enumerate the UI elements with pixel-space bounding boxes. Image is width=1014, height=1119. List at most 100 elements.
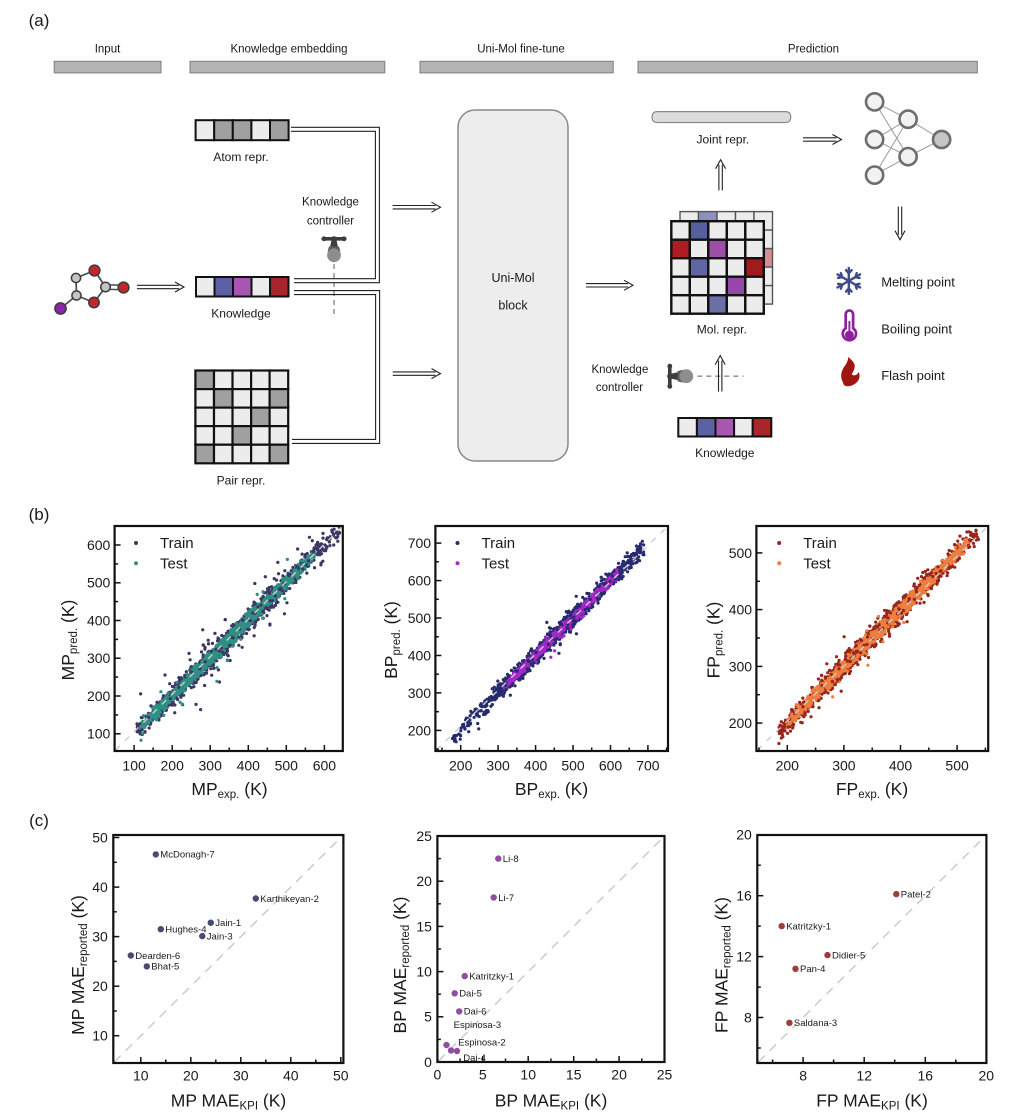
svg-text:16: 16 [736,888,752,904]
svg-text:40: 40 [92,879,108,895]
svg-text:400: 400 [408,647,432,663]
svg-text:20: 20 [611,1067,627,1083]
svg-text:MP MAEKPI (K): MP MAEKPI (K) [171,1091,286,1113]
svg-text:FPpred. (K): FPpred. (K) [704,602,726,679]
svg-text:200: 200 [408,722,432,738]
svg-text:Espinosa-3: Espinosa-3 [454,1020,502,1031]
svg-text:5: 5 [424,1009,432,1025]
svg-text:50: 50 [92,829,108,845]
svg-text:500: 500 [275,758,299,774]
svg-text:200: 200 [87,688,111,704]
svg-text:Li-7: Li-7 [498,893,514,904]
svg-text:25: 25 [657,1067,673,1083]
svg-text:Test: Test [482,556,510,573]
svg-text:10: 10 [92,1028,108,1044]
svg-text:Bhat-5: Bhat-5 [151,962,179,973]
svg-text:BPexp. (K): BPexp. (K) [515,779,588,801]
svg-text:200: 200 [776,758,800,774]
svg-text:Jain-1: Jain-1 [215,918,241,929]
svg-text:400: 400 [524,758,548,774]
svg-text:300: 300 [486,758,510,774]
svg-text:Dearden-6: Dearden-6 [135,951,180,962]
svg-text:Dai-4: Dai-4 [463,1053,486,1064]
svg-text:500: 500 [408,610,432,626]
svg-text:25: 25 [416,828,432,844]
svg-text:Joint repr.: Joint repr. [697,132,750,146]
svg-text:400: 400 [729,602,753,618]
svg-text:40: 40 [283,1068,299,1084]
svg-text:700: 700 [636,758,660,774]
svg-text:500: 500 [729,545,753,561]
svg-text:600: 600 [599,758,623,774]
svg-text:Atom repr.: Atom repr. [213,150,268,164]
svg-text:Dai-5: Dai-5 [459,989,482,1000]
svg-text:Knowledge: Knowledge [302,197,359,209]
svg-text:controller: controller [596,382,643,394]
svg-text:20: 20 [416,873,432,889]
svg-text:12: 12 [736,949,752,965]
svg-text:Pan-4: Pan-4 [800,964,825,975]
svg-text:15: 15 [416,918,432,934]
svg-text:10: 10 [520,1067,536,1083]
svg-text:0: 0 [424,1054,432,1070]
svg-text:600: 600 [408,573,432,589]
svg-text:Karthikeyan-2: Karthikeyan-2 [260,894,319,905]
svg-text:Didier-5: Didier-5 [832,950,865,961]
svg-text:Melting point: Melting point [881,275,955,290]
svg-text:200: 200 [729,715,753,731]
svg-text:10: 10 [133,1068,149,1084]
svg-text:BP MAEKPI (K): BP MAEKPI (K) [495,1091,608,1113]
svg-text:Train: Train [482,535,516,552]
svg-text:200: 200 [161,758,185,774]
svg-text:Knowledge: Knowledge [591,364,648,376]
svg-text:Katritzky-1: Katritzky-1 [469,971,514,982]
svg-text:5: 5 [479,1067,487,1083]
svg-text:Espinosa-2: Espinosa-2 [458,1038,506,1049]
svg-text:Train: Train [803,535,837,552]
svg-text:Test: Test [160,556,188,573]
svg-text:FP MAEKPI (K): FP MAEKPI (K) [816,1091,928,1113]
svg-text:15: 15 [566,1067,582,1083]
svg-text:400: 400 [87,612,111,628]
svg-text:Knowledge embedding: Knowledge embedding [230,44,347,56]
svg-text:Dai-6: Dai-6 [464,1007,487,1018]
svg-text:20: 20 [979,1068,995,1084]
svg-text:200: 200 [449,758,473,774]
svg-text:100: 100 [122,758,146,774]
svg-text:300: 300 [87,650,111,666]
svg-text:0: 0 [434,1067,442,1083]
svg-text:Pair repr.: Pair repr. [217,474,266,488]
svg-text:Saldana-3: Saldana-3 [794,1018,837,1029]
svg-text:400: 400 [237,758,261,774]
svg-text:MPexp. (K): MPexp. (K) [191,779,267,801]
svg-text:Train: Train [160,535,194,552]
svg-text:20: 20 [183,1068,199,1084]
svg-text:FPexp. (K): FPexp. (K) [836,779,908,801]
svg-text:300: 300 [199,758,223,774]
svg-text:Mol. repr.: Mol. repr. [697,323,747,337]
svg-text:20: 20 [736,827,752,843]
svg-text:BP MAEreported (K): BP MAEreported (K) [390,897,412,1034]
svg-text:10: 10 [416,964,432,980]
svg-text:50: 50 [333,1068,349,1084]
svg-text:(a): (a) [29,11,50,30]
svg-text:McDonagh-7: McDonagh-7 [160,850,214,861]
svg-text:600: 600 [87,537,111,553]
svg-text:8: 8 [799,1068,807,1084]
svg-text:300: 300 [729,658,753,674]
svg-text:500: 500 [87,575,111,591]
svg-text:Prediction: Prediction [788,44,839,56]
svg-text:controller: controller [307,215,354,227]
svg-text:Knowledge: Knowledge [211,307,271,321]
svg-text:500: 500 [945,758,969,774]
svg-text:400: 400 [889,758,913,774]
svg-text:Test: Test [803,556,831,573]
svg-text:Knowledge: Knowledge [695,446,755,460]
svg-text:12: 12 [856,1068,872,1084]
svg-text:Katritzky-1: Katritzky-1 [786,922,831,933]
svg-text:BPpred. (K): BPpred. (K) [381,601,403,679]
svg-text:300: 300 [408,685,432,701]
svg-text:MPpred. (K): MPpred. (K) [58,600,80,681]
svg-text:Boiling point: Boiling point [881,322,952,337]
svg-text:30: 30 [233,1068,249,1084]
